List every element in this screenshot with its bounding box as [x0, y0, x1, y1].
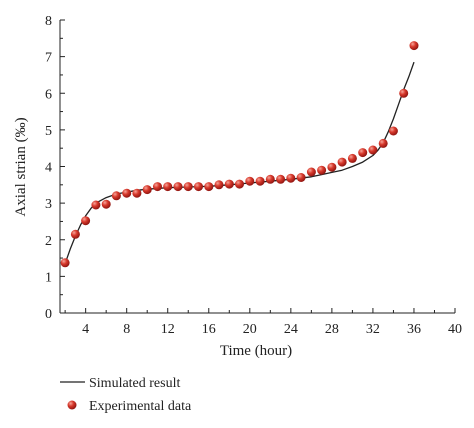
- experimental-point: [122, 188, 132, 198]
- x-tick-label: 40: [448, 322, 462, 337]
- y-tick-label: 8: [45, 14, 52, 29]
- experimental-point: [214, 180, 224, 190]
- y-tick-label: 4: [45, 161, 52, 176]
- experimental-point: [317, 165, 327, 175]
- experimental-point: [276, 174, 286, 184]
- experimental-point: [91, 200, 101, 210]
- experimental-point: [399, 88, 409, 98]
- experimental-point: [101, 199, 111, 209]
- x-tick-label: 8: [123, 322, 130, 337]
- x-tick-label: 16: [202, 322, 216, 337]
- experimental-point: [245, 176, 255, 186]
- experimental-point: [265, 174, 275, 184]
- x-ticks: 4 8 12 16 20 24 28 32 36 40: [64, 308, 462, 337]
- experimental-point: [204, 182, 214, 192]
- simulated-line: [64, 61, 415, 264]
- x-axis-label: Time (hour): [220, 343, 292, 359]
- x-tick-label: 24: [284, 322, 298, 337]
- experimental-point: [153, 182, 162, 192]
- experimental-point: [388, 126, 398, 136]
- experimental-point: [60, 258, 70, 268]
- simulated-series: [64, 61, 415, 264]
- y-axis-label: Axial strian (‰): [13, 117, 29, 216]
- legend-dot-swatch: [67, 400, 77, 410]
- experimental-point: [224, 179, 234, 189]
- experimental-point: [358, 148, 368, 158]
- experimental-point: [368, 145, 378, 155]
- experimental-point: [111, 191, 121, 201]
- experimental-point: [132, 188, 142, 198]
- legend: Simulated result Experimental data: [60, 376, 192, 414]
- experimental-point: [306, 167, 316, 177]
- experimental-point: [81, 216, 91, 226]
- experimental-point: [337, 157, 347, 167]
- x-tick-label: 12: [161, 322, 175, 337]
- experimental-point: [255, 176, 265, 186]
- y-tick-label: 1: [45, 270, 52, 285]
- y-tick-label: 7: [45, 51, 52, 66]
- experimental-series: [60, 41, 419, 268]
- x-tick-label: 36: [407, 322, 421, 337]
- experimental-point: [163, 182, 173, 192]
- experimental-point: [286, 173, 296, 183]
- legend-label-simulated: Simulated result: [89, 376, 180, 391]
- y-ticks: 0 1 2 3 4 5 6 7 8: [45, 14, 65, 322]
- x-tick-label: 28: [325, 322, 339, 337]
- y-tick-label: 6: [45, 87, 52, 102]
- legend-label-experimental: Experimental data: [89, 399, 192, 414]
- experimental-point: [409, 41, 419, 51]
- x-tick-label: 4: [82, 322, 89, 337]
- y-tick-label: 3: [45, 197, 52, 212]
- experimental-point: [296, 173, 306, 182]
- experimental-point: [183, 182, 193, 192]
- experimental-point: [378, 138, 388, 148]
- experimental-point: [173, 182, 183, 192]
- experimental-point: [70, 229, 80, 239]
- experimental-point: [327, 162, 337, 172]
- experimental-point: [142, 185, 152, 195]
- y-tick-label: 5: [45, 124, 52, 139]
- y-tick-label: 0: [45, 307, 52, 322]
- experimental-point: [194, 182, 203, 192]
- experimental-point: [235, 179, 244, 189]
- x-tick-label: 20: [243, 322, 257, 337]
- x-tick-label: 32: [366, 322, 380, 337]
- y-tick-label: 2: [45, 234, 52, 249]
- experimental-point: [347, 153, 357, 163]
